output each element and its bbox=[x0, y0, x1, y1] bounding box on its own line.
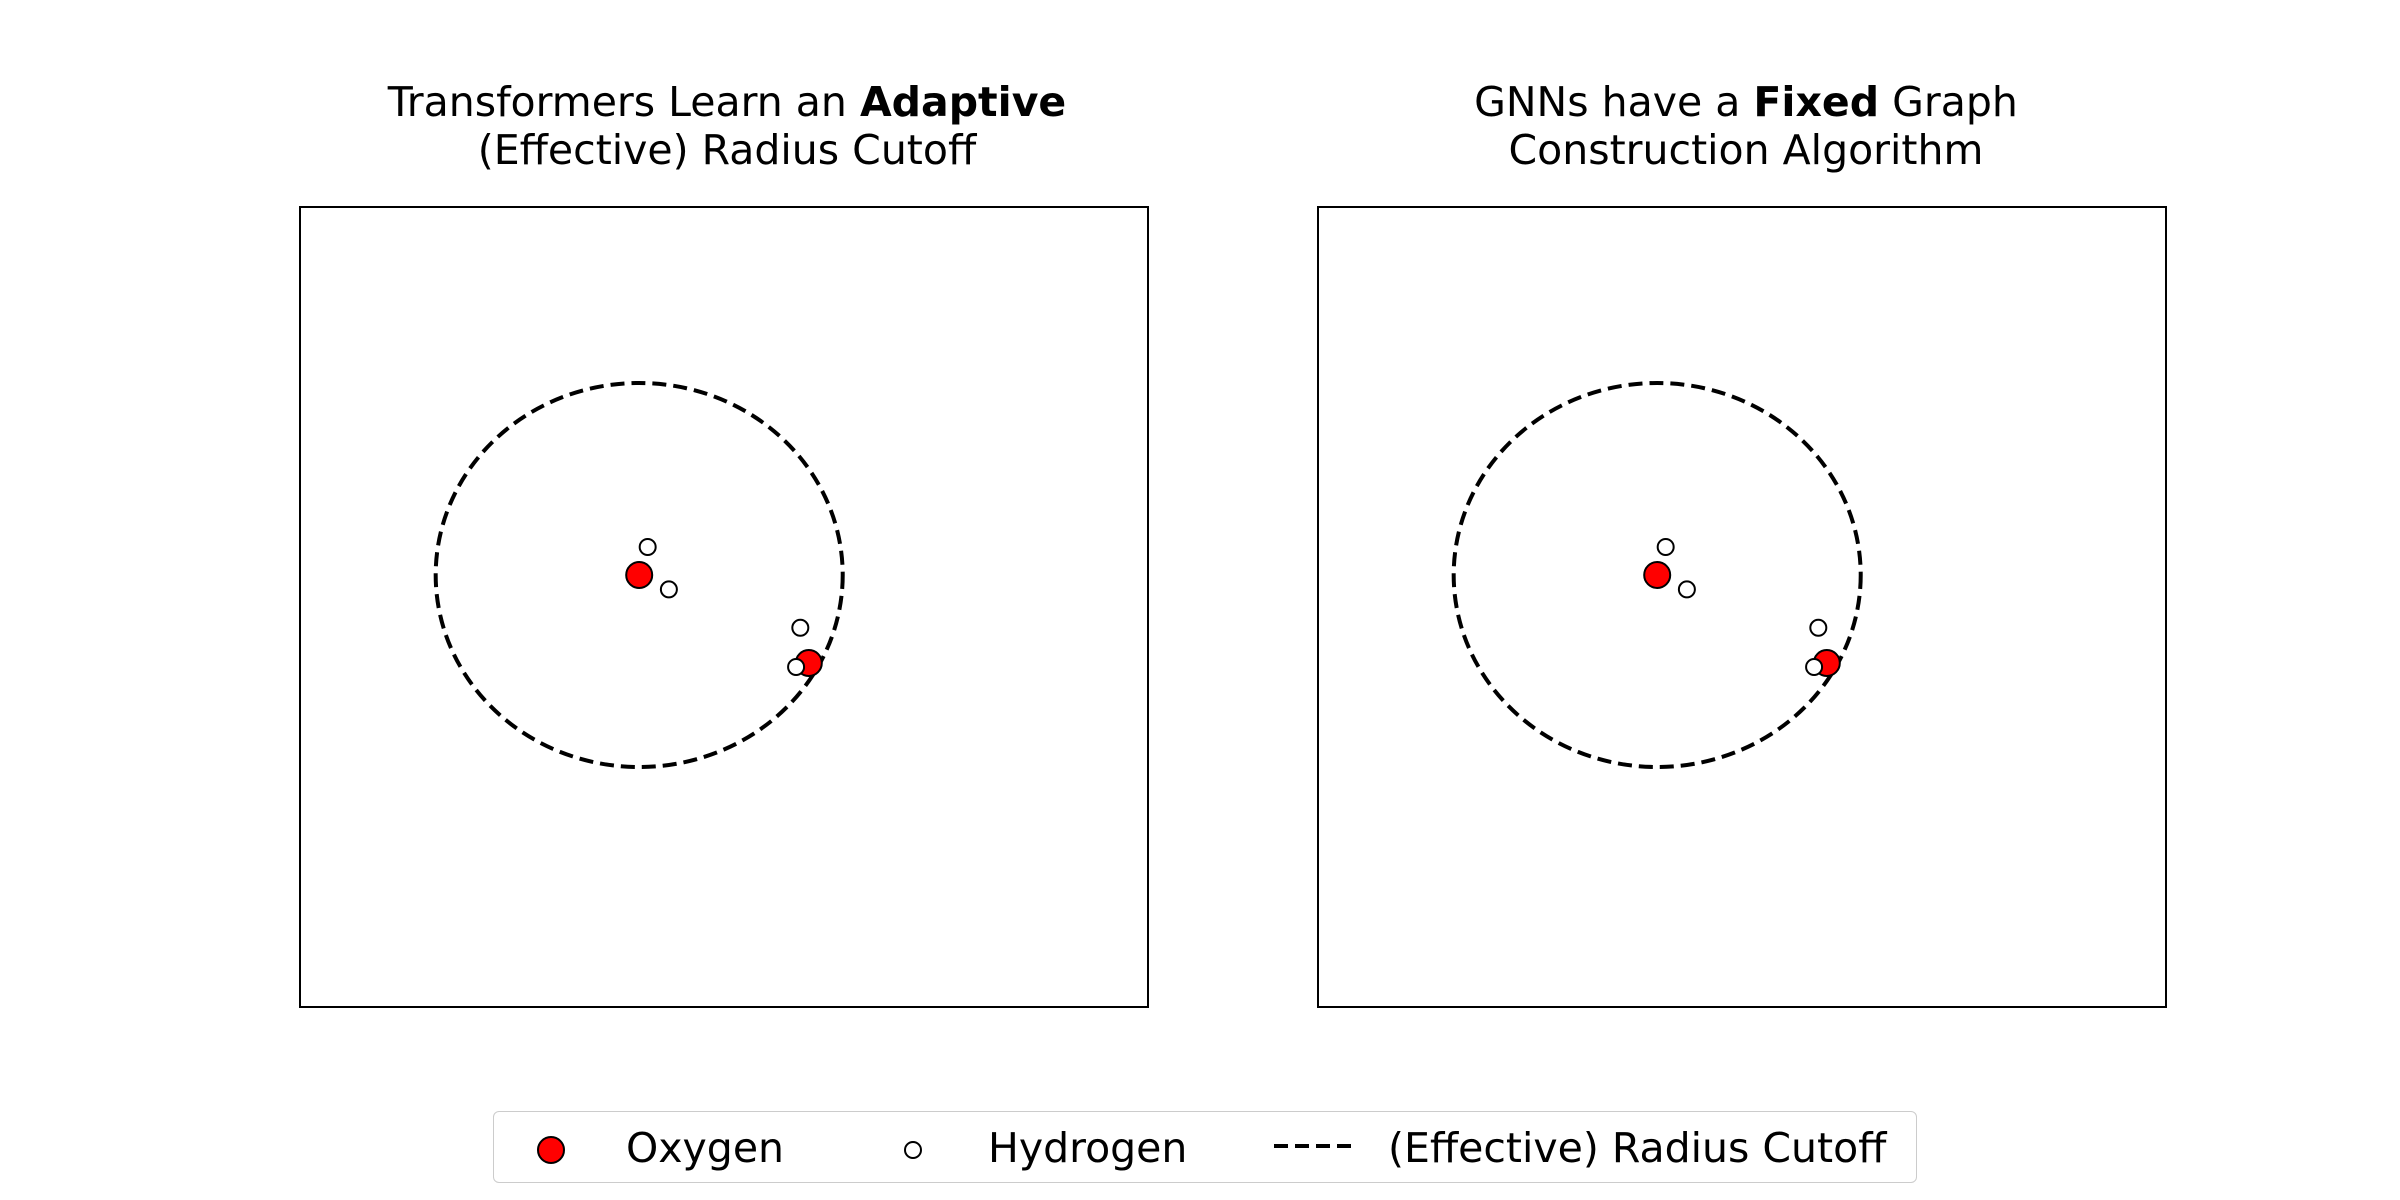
panel-1-title-line2: (Effective) Radius Cutoff bbox=[477, 126, 977, 174]
legend-markers bbox=[537, 1136, 1356, 1164]
panel-2-axes-frame bbox=[1317, 206, 2167, 1008]
legend-box: Oxygen Hydrogen (Effective) Radius Cutof… bbox=[493, 1111, 1917, 1183]
panel-1-title: Transformers Learn an Adaptive (Effectiv… bbox=[277, 78, 1177, 174]
legend-item-cutoff: (Effective) Radius Cutoff bbox=[1388, 1112, 1886, 1184]
legend-hydrogen-marker bbox=[904, 1141, 922, 1159]
panel-1-hydrogen-point-1 bbox=[638, 538, 657, 556]
panel-1-title-bold: Adaptive bbox=[859, 78, 1067, 126]
legend-oxygen-marker bbox=[537, 1136, 565, 1164]
panel-1-hydrogen-point-4 bbox=[787, 658, 806, 676]
panel-1-oxygen-point-1 bbox=[625, 561, 654, 589]
legend-label-oxygen: Oxygen bbox=[626, 1124, 785, 1172]
panel-1-title-text: Transformers Learn an bbox=[387, 78, 860, 126]
panel-2-radius-cutoff-circle bbox=[1451, 381, 1863, 769]
panel-2-title-line2: Construction Algorithm bbox=[1508, 126, 1984, 174]
panel-2-title-text: GNNs have a bbox=[1474, 78, 1754, 126]
panel-2-hydrogen-point-4 bbox=[1805, 658, 1824, 676]
panel-1-hydrogen-point-2 bbox=[659, 580, 678, 599]
panel-2-hydrogen-point-3 bbox=[1809, 618, 1828, 637]
panel-1-radius-cutoff-circle bbox=[433, 381, 845, 769]
panel-2-title-tail: Graph bbox=[1879, 78, 2018, 126]
legend-label-cutoff: (Effective) Radius Cutoff bbox=[1388, 1124, 1887, 1172]
panel-2-oxygen-point-1 bbox=[1643, 561, 1672, 589]
panel-2-title: GNNs have a Fixed Graph Construction Alg… bbox=[1296, 78, 2196, 174]
legend-item-hydrogen: Hydrogen bbox=[988, 1112, 1187, 1184]
panel-2-hydrogen-point-1 bbox=[1656, 538, 1675, 556]
panel-2-hydrogen-point-2 bbox=[1677, 580, 1696, 599]
panel-2-title-bold: Fixed bbox=[1753, 78, 1880, 126]
panel-1-hydrogen-point-3 bbox=[791, 618, 810, 637]
legend-label-hydrogen: Hydrogen bbox=[988, 1124, 1188, 1172]
panel-1-axes-frame bbox=[299, 206, 1149, 1008]
legend-item-oxygen: Oxygen bbox=[626, 1112, 784, 1184]
